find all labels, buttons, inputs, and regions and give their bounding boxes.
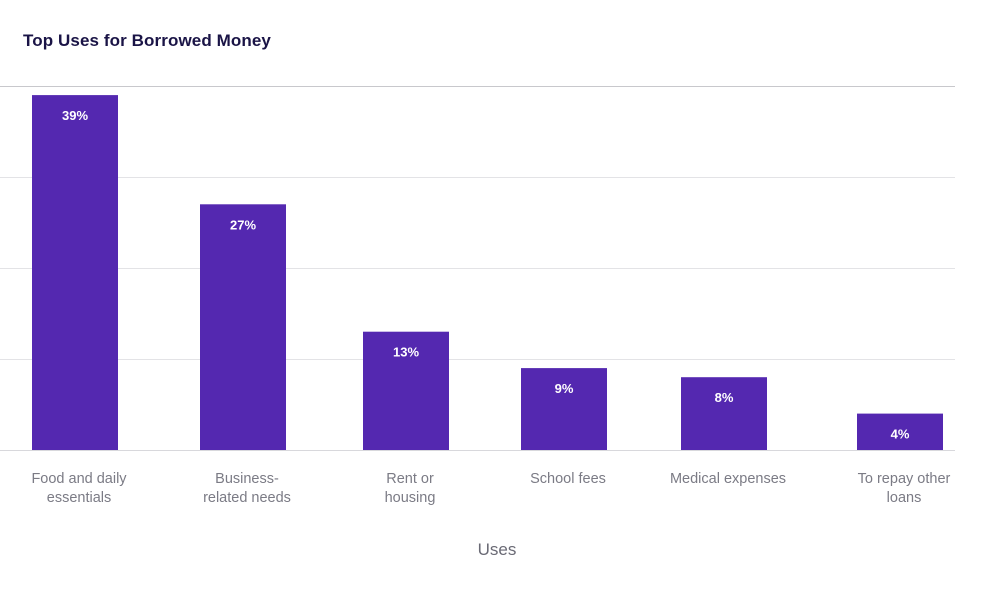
bar-value-label: 8% (715, 390, 734, 405)
bar-value-label: 27% (230, 217, 256, 232)
bar (857, 413, 943, 450)
bar-value-label: 9% (555, 381, 574, 396)
bar-value-label: 39% (62, 108, 88, 123)
x-tick-label: To repay other loans (858, 471, 951, 506)
x-tick-label: Business-related needs (203, 471, 291, 506)
x-tick-label: Rent or housing (385, 471, 436, 506)
bar-value-label: 4% (891, 427, 910, 442)
x-axis-title: Uses (477, 540, 517, 559)
x-tick-label: Medical expenses (670, 471, 786, 487)
bar (363, 331, 449, 450)
bar (32, 95, 118, 450)
chart-title: Top Uses for Borrowed Money (23, 31, 271, 50)
x-tick-label: Food and daily essentials (31, 471, 127, 506)
bar-value-label: 13% (393, 345, 419, 360)
bar (521, 368, 607, 450)
bar (200, 204, 286, 450)
x-tick-label: School fees (530, 471, 606, 487)
bar (681, 377, 767, 450)
